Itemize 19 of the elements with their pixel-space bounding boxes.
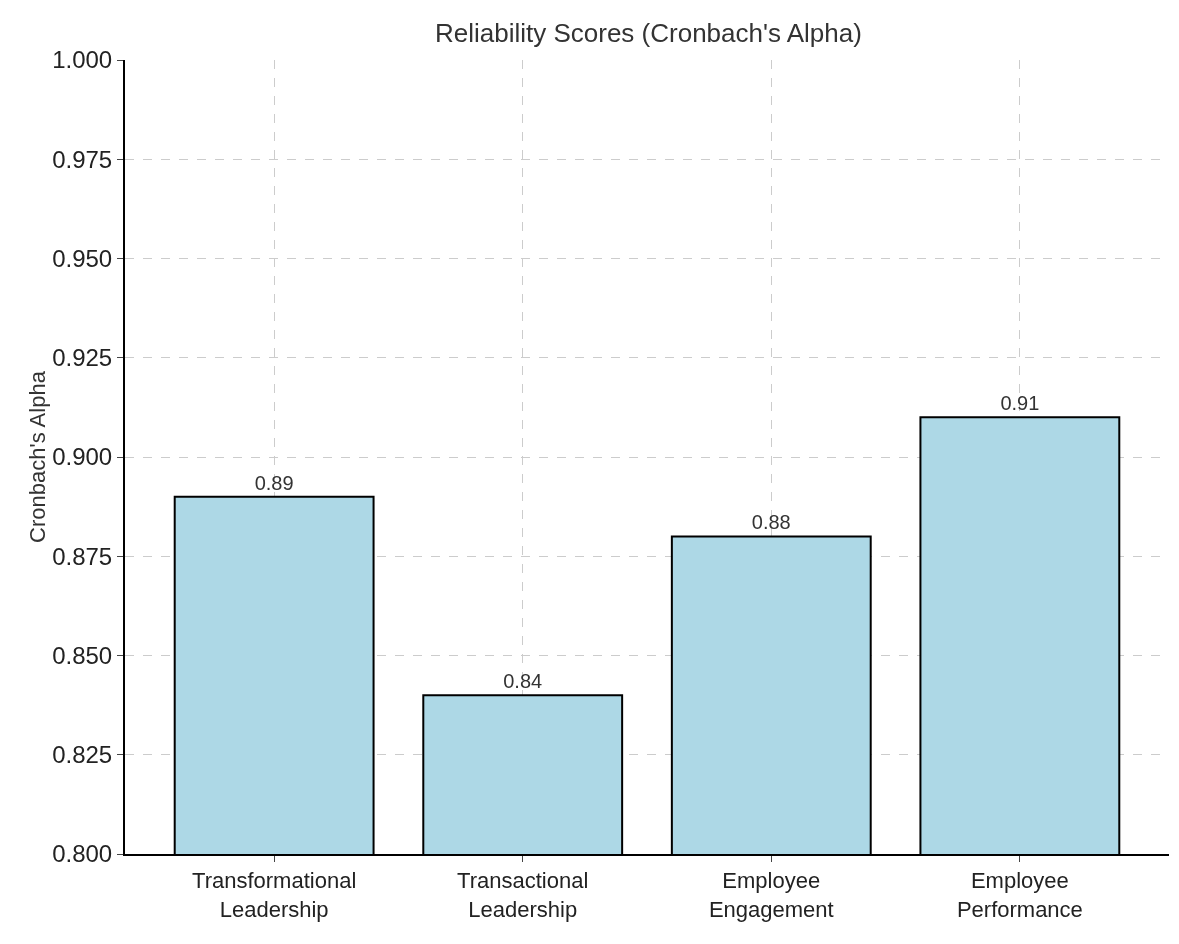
y-tick-label: 0.925 <box>52 344 113 372</box>
y-axis-title: Cronbach's Alpha <box>25 370 51 543</box>
data-label: 0.89 <box>254 471 294 494</box>
y-tick-label: 1.000 <box>52 46 113 74</box>
y-tick-label: 0.900 <box>52 443 113 471</box>
data-label: 0.88 <box>751 511 791 534</box>
x-tick-label: Employee Engagement <box>708 868 834 922</box>
chart-title: Reliability Scores (Cronbach's Alpha) <box>434 17 862 48</box>
x-tick-label: Transactional Leadership <box>457 868 589 922</box>
data-label: 0.84 <box>503 670 543 693</box>
y-tick-label: 0.950 <box>52 244 113 272</box>
x-tick-label: Transformational Leadership <box>192 868 357 922</box>
y-tick-label: 0.975 <box>52 145 113 173</box>
y-tick-label: 0.800 <box>52 840 113 868</box>
y-tick-label: 0.825 <box>52 741 113 769</box>
y-tick-label: 0.850 <box>52 641 113 669</box>
data-label: 0.91 <box>1000 392 1040 415</box>
y-tick-label: 0.875 <box>52 542 113 570</box>
x-tick-label: Employee Performance <box>956 868 1083 922</box>
